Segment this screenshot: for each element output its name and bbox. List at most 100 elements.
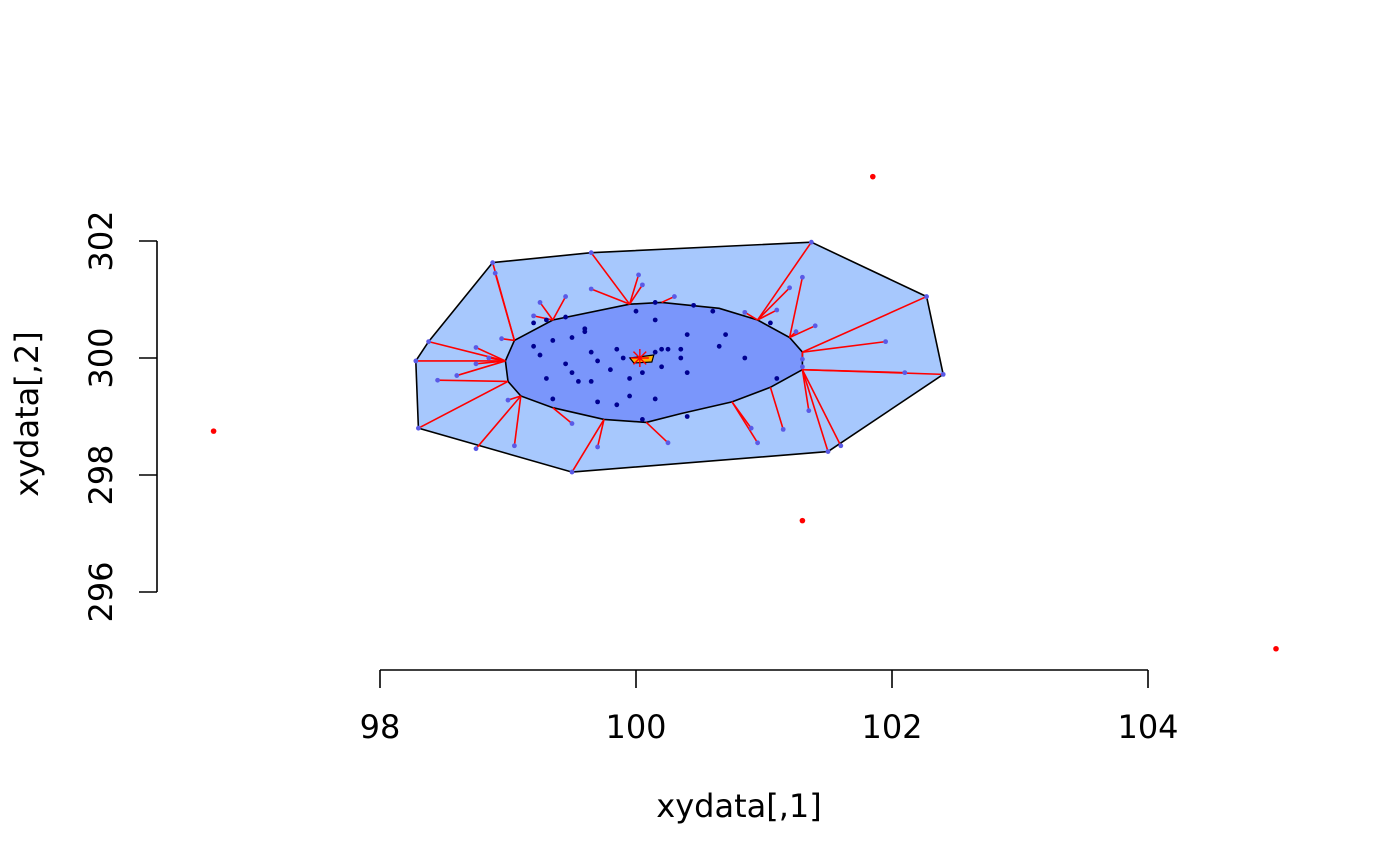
inlier-point <box>588 349 594 355</box>
whisker-line <box>788 277 804 338</box>
y-tick-label: 300 <box>82 327 120 388</box>
outlier-point <box>870 173 876 180</box>
whisker-line <box>428 340 506 362</box>
loop-point <box>486 355 492 361</box>
loop-point <box>742 309 748 315</box>
inlier-point <box>678 355 684 361</box>
inlier-point <box>569 370 575 376</box>
whisker-line <box>552 407 573 425</box>
inlier-point <box>537 352 543 358</box>
outlier-point <box>210 428 217 434</box>
loop-point <box>531 313 536 319</box>
loop-point <box>902 370 908 376</box>
x-tick-label: 102 <box>861 708 922 746</box>
y-tick-label: 302 <box>82 210 120 271</box>
whisker-line <box>802 340 886 353</box>
inlier-point <box>684 370 690 376</box>
inlier-point <box>684 414 690 419</box>
loop-point <box>537 300 543 305</box>
loop-point <box>924 294 929 299</box>
inlier-point <box>659 346 664 352</box>
loop-point <box>416 425 421 431</box>
loop-point <box>454 373 460 378</box>
whisker-line <box>801 369 829 452</box>
y-tick-label: 298 <box>82 444 120 505</box>
whisker-line <box>552 296 567 321</box>
inlier-point <box>608 367 613 373</box>
whisker-line <box>757 309 778 321</box>
inlier-point <box>563 361 568 367</box>
whisker-line <box>539 301 554 321</box>
inlier-point <box>742 355 748 361</box>
whisker-line <box>802 295 927 353</box>
whisker-line <box>801 369 810 411</box>
outlier-point <box>799 517 806 524</box>
loop-point <box>793 329 799 335</box>
inlier-point <box>595 399 600 405</box>
inlier-point <box>640 370 645 376</box>
whisker-line <box>571 419 605 473</box>
loop-point <box>505 397 511 403</box>
loop-point <box>672 294 677 299</box>
whisker-line <box>789 325 816 339</box>
loop-point <box>413 358 419 364</box>
loop-point <box>492 270 498 276</box>
y-axis: 296 298 300 302 <box>82 210 158 623</box>
loop-point <box>569 421 575 426</box>
whisker-line <box>801 369 842 447</box>
loop-point <box>588 286 594 292</box>
inlier-point <box>640 417 645 422</box>
loop-point <box>588 250 594 256</box>
whisker-line <box>802 368 905 374</box>
x-tick-label: 100 <box>605 708 666 746</box>
inlier-point <box>652 396 658 402</box>
inlier-point <box>665 346 671 352</box>
loop-point <box>473 361 479 367</box>
loop-point <box>636 272 641 278</box>
inlier-point <box>550 338 556 343</box>
outlier-point <box>1273 645 1279 652</box>
loop-point <box>838 443 844 449</box>
loop-point <box>812 323 818 329</box>
loop-point <box>825 449 831 454</box>
whisker-line <box>744 311 759 321</box>
whisker-line <box>513 395 522 446</box>
data-points <box>210 173 1279 652</box>
whisker-line <box>456 360 506 377</box>
whisker-line <box>731 401 752 429</box>
whisker-line <box>475 360 506 365</box>
loop-point <box>563 294 568 299</box>
inlier-point <box>659 364 664 370</box>
loop-point <box>940 371 946 377</box>
loop-point <box>595 444 600 450</box>
x-axis-title: xydata[,1] <box>656 787 821 825</box>
loop-point <box>806 408 812 414</box>
loop-point <box>883 339 888 345</box>
inlier-point <box>716 343 722 349</box>
whisker-line <box>756 241 813 321</box>
loop-point <box>512 443 517 449</box>
loop-point <box>499 336 504 342</box>
whisker-line <box>437 379 509 383</box>
whisker-line <box>590 288 630 305</box>
median-star-ray <box>632 351 641 359</box>
whisker-line <box>645 421 669 444</box>
loop-point <box>774 307 780 313</box>
x-axis: 98 100 102 104 <box>360 669 1179 746</box>
inlier-point <box>652 349 658 355</box>
whisker-line <box>590 252 631 305</box>
loop-point <box>748 425 754 431</box>
axes: 98 100 102 104 296 298 300 302 xydata[,1] xyda… <box>8 210 1179 825</box>
loop-point <box>755 440 760 446</box>
inlier-point <box>588 379 594 384</box>
loop-point <box>473 345 479 350</box>
inlier-point <box>627 393 632 399</box>
inlier-point <box>768 320 773 326</box>
inlier-point <box>531 320 536 326</box>
median-star-ray <box>632 357 641 365</box>
loop-point <box>780 426 786 432</box>
inlier-point <box>774 376 780 381</box>
inlier-point <box>723 332 728 337</box>
loop-point <box>569 469 575 475</box>
